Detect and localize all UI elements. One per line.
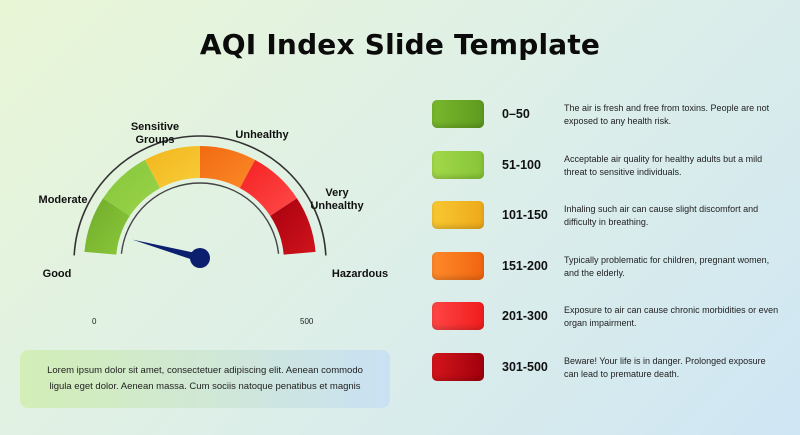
gauge-label-line: Hazardous [331,268,389,280]
legend-color-swatch [432,100,484,128]
legend-range: 101-150 [502,208,548,222]
legend-description: Inhaling such air can cause slight disco… [564,204,759,227]
legend-row: 201-300 Exposure to air can cause chronic… [432,302,782,332]
legend-description: Exposure to air can cause chronic morbid… [564,305,779,328]
gauge-label-very-unhealthy: Very Unhealthy [300,187,374,213]
legend-row: 51-100 Acceptable air quality for healthy… [432,150,782,181]
gauge-outer-rim [73,135,327,256]
legend-range: 151-200 [502,258,548,273]
gauge-segment-good [84,198,130,255]
gauge-label-hazardous: Hazardous [322,268,398,281]
legend-range: 301-500 [502,359,548,374]
gauge-segment-sensitive-groups [144,146,200,189]
legend-range: 0–50 [502,107,530,121]
gauge-label-unhealthy: Unhealthy [225,129,299,142]
gauge-label-good: Good [32,268,82,281]
gauge-segment-very-unhealthy [239,159,297,216]
gauge-label-line: Unhealthy [235,129,289,141]
legend-row: 151-200 Typically problematic for childre… [432,251,782,282]
gauge-label-line: Very [325,187,349,199]
gauge-segment-unhealthy [200,146,256,189]
gauge-label-line: Moderate [38,194,88,206]
legend-color-swatch [432,302,484,330]
legend-row: 101-150 Inhaling such air can cause sligh… [432,201,782,231]
legend-range: 51-100 [502,157,541,172]
gauge-segment-hazardous [270,198,316,255]
legend-color-swatch [432,251,484,280]
legend-description: Typically problematic for children, preg… [564,254,770,278]
legend-row: 301-500 Beware! Your life is in danger. P… [432,352,782,383]
legend-description: Acceptable air quality for healthy adult… [564,153,763,177]
legend-color-swatch [432,150,484,179]
gauge-inner-rim [120,182,280,254]
note-box: Lorem ipsum dolor sit amet, consectetuer… [20,350,390,408]
legend-range: 201-300 [502,309,548,323]
legend-description: The air is fresh and free from toxins. P… [564,103,770,126]
note-text: Lorem ipsum dolor sit amet, consectetuer… [47,365,363,392]
gauge-label-line: Unhealthy [310,200,364,212]
gauge-label-moderate: Moderate [24,194,102,207]
gauge-label-line: Good [42,268,72,280]
gauge-needle [132,239,210,268]
legend-row: 0–50 The air is fresh and free from toxin… [432,100,782,130]
gauge-label-line: Sensitive [130,121,180,133]
gauge-label-line: Groups [135,134,175,146]
gauge-label-sensitive-groups: Sensitive Groups [120,121,190,147]
gauge-segment-moderate [103,159,161,216]
legend-color-swatch [432,201,484,229]
slide-title: AQI Index Slide Template [199,28,601,61]
legend-description: Beware! Your life is in danger. Prolonge… [564,355,766,379]
needle-hub [190,248,210,268]
needle-pointer [132,239,202,262]
aqi-gauge [73,135,327,268]
gauge-min-label: 0 [92,317,97,326]
legend-color-swatch [432,352,484,381]
gauge-max-label: 500 [300,317,314,326]
